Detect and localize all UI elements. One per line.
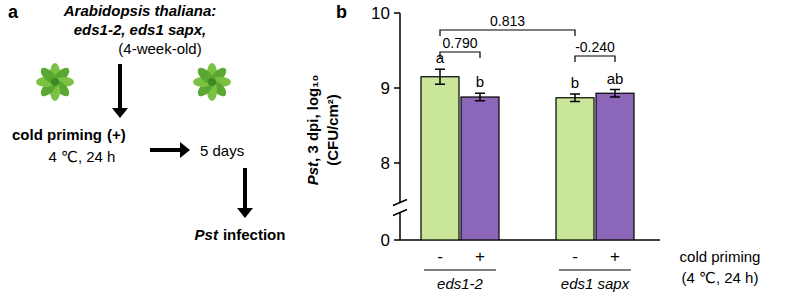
- error-line: [574, 94, 576, 102]
- significance-letter: b: [476, 73, 484, 90]
- error-cap: [610, 89, 620, 91]
- y-tick: [394, 87, 400, 89]
- arrow-shaft: [118, 64, 122, 110]
- arrow-head: [180, 142, 190, 158]
- plant-icon: [193, 63, 231, 101]
- group-line: [559, 269, 631, 270]
- x-tick-label: +: [475, 247, 485, 266]
- error-bar: [435, 69, 445, 84]
- treatment-condition: 4 ℃, 24 h: [49, 148, 116, 165]
- x-tick-label: -: [572, 247, 578, 266]
- interval: 5 days: [200, 142, 244, 159]
- comparison-bracket: [440, 30, 575, 36]
- age: (4-week-old): [118, 40, 201, 57]
- leaf: [195, 65, 216, 86]
- arrow-head: [112, 108, 128, 118]
- error-cap: [570, 93, 580, 95]
- error-line: [439, 69, 441, 84]
- bar: [556, 98, 594, 240]
- group-line: [424, 269, 496, 270]
- comparison-label: 0.813: [490, 13, 525, 29]
- y-label-text: , 3 dpi, log₁₀: [304, 75, 321, 162]
- comparison-bracket: [440, 52, 480, 58]
- x-tick-label: +: [610, 247, 620, 266]
- significance-letter: ab: [607, 70, 624, 87]
- axis-break: [393, 210, 407, 216]
- treatment: cold priming (+): [12, 126, 126, 143]
- leaf: [38, 65, 59, 86]
- y-tick: [394, 12, 400, 14]
- y-tick-label: 10: [371, 4, 390, 23]
- y-axis-line: [399, 13, 401, 203]
- comparison-label: 0.790: [442, 35, 477, 51]
- y-tick-label: 0: [381, 231, 390, 250]
- significance-letter: b: [571, 74, 579, 91]
- group-label: eds1 sapx: [561, 275, 630, 292]
- bar: [596, 93, 634, 240]
- error-cap: [475, 93, 485, 95]
- genotypes: eds1-2, eds1 sapx,: [74, 21, 207, 38]
- plant-center: [208, 78, 216, 86]
- y-axis-line: [399, 213, 401, 241]
- axis-break: [393, 200, 407, 206]
- error-bar: [475, 93, 485, 101]
- y-tick-label: 9: [381, 79, 390, 98]
- plant-center: [51, 78, 59, 86]
- bars: [421, 69, 634, 240]
- group-label: eds1-2: [437, 275, 484, 292]
- treatment-sign: (+): [107, 126, 126, 143]
- y-tick: [394, 239, 400, 241]
- infection: Pstinfection: [195, 226, 286, 243]
- x-tick-label: -: [437, 247, 443, 266]
- y-label-line: Pst, 3 dpi, log₁₀: [304, 75, 321, 185]
- panel-a: a Arabidopsis thaliana: eds1-2, eds1 sapx,…: [8, 2, 285, 243]
- figure: a Arabidopsis thaliana: eds1-2, eds1 sapx,…: [0, 0, 800, 303]
- bar: [421, 77, 459, 240]
- error-line: [479, 93, 481, 101]
- error-cap: [475, 100, 485, 102]
- y-label-species: Pst: [304, 161, 321, 185]
- error-cap: [570, 101, 580, 103]
- arrow-head: [237, 208, 253, 218]
- species: Arabidopsis thaliana:: [63, 2, 217, 19]
- panel-label: a: [8, 2, 19, 22]
- infection-word: infection: [223, 226, 286, 243]
- treatment-name: cold priming: [12, 126, 102, 143]
- error-cap: [435, 84, 445, 86]
- comparison-label: -0.240: [575, 39, 615, 55]
- y-tick-label: 8: [381, 154, 390, 173]
- arrow-shaft: [150, 148, 182, 152]
- error-bar: [570, 94, 580, 102]
- error-bar: [610, 90, 620, 98]
- y-label: Pst, 3 dpi, log₁₀(CFU/cm²): [304, 75, 341, 185]
- error-cap: [610, 96, 620, 98]
- plant-icon: [36, 63, 74, 101]
- x-row-label: (4 ℃, 24 h): [682, 269, 759, 286]
- error-line: [614, 90, 616, 98]
- error-cap: [435, 69, 445, 71]
- comparison-bracket: [575, 56, 615, 62]
- pathogen: Pst: [195, 226, 219, 243]
- x-row-label: cold priming: [680, 248, 761, 265]
- arrow-shaft: [243, 168, 247, 210]
- panel-b: bPst, 3 dpi, log₁₀(CFU/cm²)08910a-b+b-ab…: [304, 2, 760, 292]
- y-label-line: (CFU/cm²): [324, 94, 341, 166]
- panel-label: b: [336, 2, 347, 22]
- bar: [461, 97, 499, 240]
- y-tick: [394, 162, 400, 164]
